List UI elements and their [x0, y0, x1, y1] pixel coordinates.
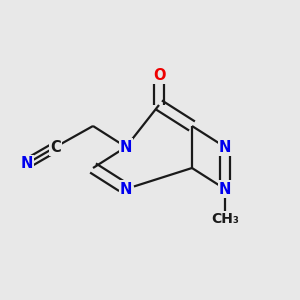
- Text: N: N: [219, 140, 231, 154]
- Text: N: N: [21, 156, 33, 171]
- Text: CH₃: CH₃: [211, 212, 239, 226]
- Text: N: N: [120, 140, 132, 154]
- Text: N: N: [219, 182, 231, 196]
- Text: C: C: [50, 140, 61, 154]
- Text: N: N: [120, 182, 132, 196]
- Text: O: O: [153, 68, 165, 82]
